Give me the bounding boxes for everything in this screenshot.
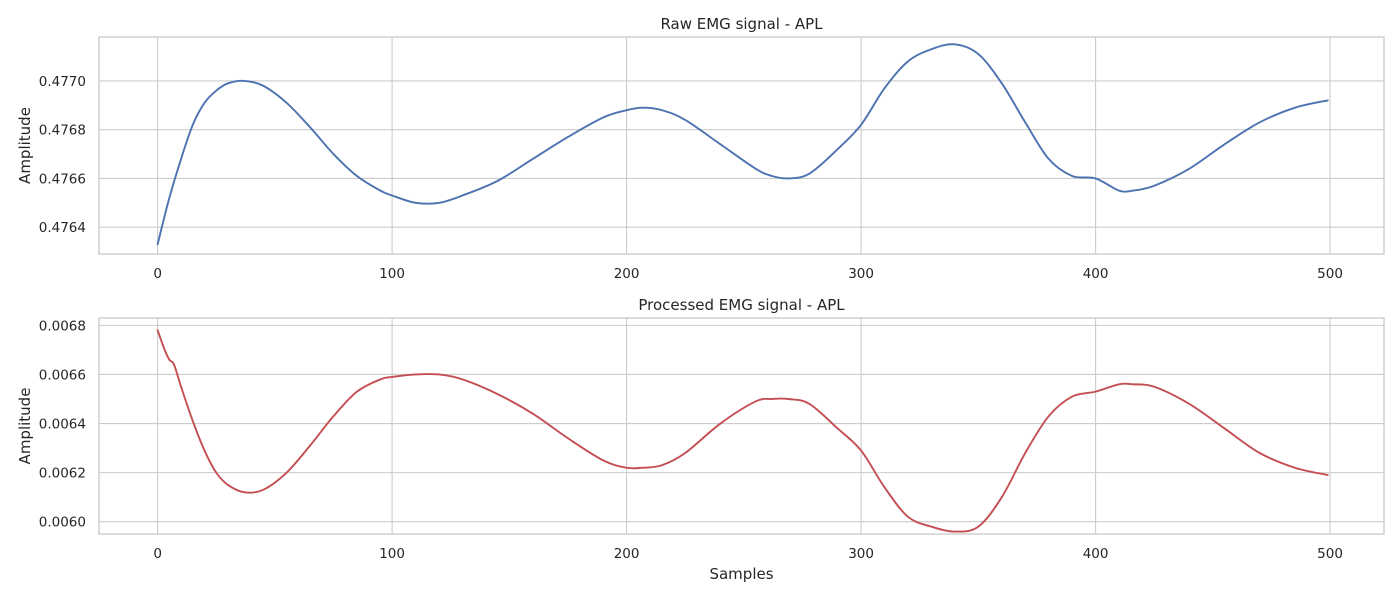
raw-emg-chart-panel: 0 100 200 300 400 500 0.4764 0.4766 0.4768 0.4770… [16,15,1385,282]
y-tick-label: 0.0060 [39,515,86,531]
x-tick-label: 200 [614,266,640,282]
axes-frame [98,36,1385,255]
processed-emg-series-line [156,329,1329,533]
x-tick-label: 200 [614,546,640,562]
x-axis-label: Samples [709,565,773,583]
x-tick-label: 400 [1083,546,1109,562]
chart-title: Raw EMG signal - APL [660,15,823,33]
x-tick-label: 0 [153,266,162,282]
y-tick-label: 0.4766 [39,171,86,187]
x-tick-label: 400 [1083,266,1109,282]
x-tick-label: 100 [379,546,405,562]
x-tick-label: 300 [848,546,874,562]
processed-emg-chart-panel: 0 100 200 300 400 500 0.0060 0.0062 0.0064 0.0066… [16,296,1385,583]
y-tick-label: 0.4768 [39,123,86,139]
x-tick-label: 100 [379,266,405,282]
y-axis-label: Amplitude [16,388,34,465]
x-tick-label: 500 [1317,266,1343,282]
raw-emg-series-line [156,43,1329,246]
y-tick-label: 0.0064 [39,417,86,433]
y-tick-label: 0.0068 [39,318,86,334]
y-tick-label: 0.4764 [39,220,86,236]
x-tick-label: 0 [153,546,162,562]
y-tick-label: 0.0066 [39,367,86,383]
x-tick-label: 500 [1317,546,1343,562]
y-tick-label: 0.4770 [39,74,86,90]
y-tick-label: 0.0062 [39,466,86,482]
chart-title: Processed EMG signal - APL [638,296,845,314]
axes-frame [98,317,1385,535]
x-tick-label: 300 [848,266,874,282]
y-axis-label: Amplitude [16,107,34,184]
